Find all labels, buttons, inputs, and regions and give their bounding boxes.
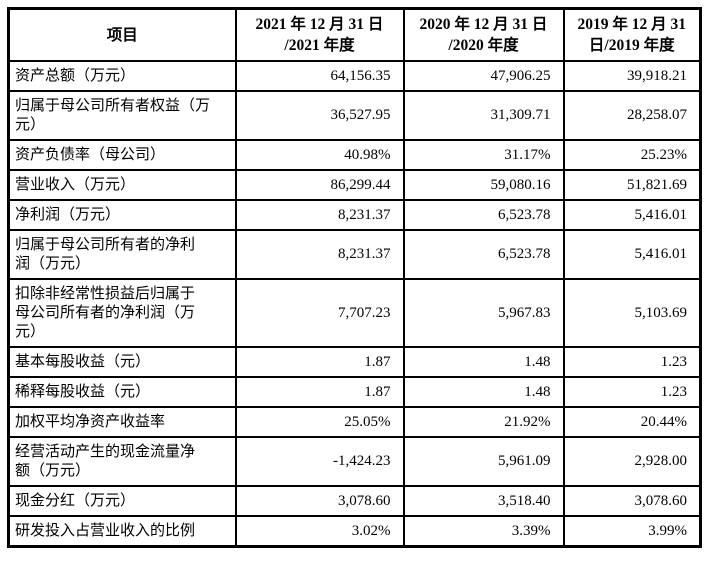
value-cell: 31,309.71 (402, 90, 565, 141)
value-cell: 8,231.37 (234, 199, 405, 231)
table-row-net-profit-ex-nonrecurring: 扣除非经常性损益后归属于 母公司所有者的净利润（万 元） 7,707.23 5,… (7, 278, 702, 348)
table-row-parent-net-profit: 归属于母公司所有者的净利 润（万元） 8,231.37 6,523.78 5,4… (7, 229, 702, 280)
value-cell: 5,967.83 (402, 278, 565, 348)
value-cell: 3.99% (562, 515, 702, 548)
value-cell: 31.17% (402, 139, 565, 171)
row-label: 资产总额（万元） (7, 60, 237, 92)
row-label: 加权平均净资产收益率 (7, 406, 237, 438)
value-cell: 8,231.37 (234, 229, 405, 280)
value-cell: 3,518.40 (402, 485, 565, 517)
row-label: 归属于母公司所有者权益（万 元） (7, 90, 237, 141)
value-cell: 28,258.07 (562, 90, 702, 141)
value-cell: 5,416.01 (562, 229, 702, 280)
row-label: 净利润（万元） (7, 199, 237, 231)
value-cell: 6,523.78 (402, 199, 565, 231)
value-cell: -1,424.23 (234, 436, 405, 487)
row-label: 营业收入（万元） (7, 169, 237, 201)
value-cell: 36,527.95 (234, 90, 405, 141)
value-cell: 1.23 (562, 346, 702, 378)
table-row-net-profit: 净利润（万元） 8,231.37 6,523.78 5,416.01 (7, 199, 702, 231)
value-cell: 1.87 (234, 376, 405, 408)
table-header-row: 项目 2021 年 12 月 31 日 /2021 年度 2020 年 12 月… (7, 7, 702, 62)
value-cell: 7,707.23 (234, 278, 405, 348)
value-cell: 59,080.16 (402, 169, 565, 201)
row-label: 现金分红（万元） (7, 485, 237, 517)
value-cell: 3,078.60 (234, 485, 405, 517)
row-label: 经营活动产生的现金流量净 额（万元） (7, 436, 237, 487)
table-row-diluted-eps: 稀释每股收益（元） 1.87 1.48 1.23 (7, 376, 702, 408)
value-cell: 3.02% (234, 515, 405, 548)
row-label: 稀释每股收益（元） (7, 376, 237, 408)
value-cell: 5,416.01 (562, 199, 702, 231)
value-cell: 1.87 (234, 346, 405, 378)
value-cell: 64,156.35 (234, 60, 405, 92)
table-row-basic-eps: 基本每股收益（元） 1.87 1.48 1.23 (7, 346, 702, 378)
value-cell: 3.39% (402, 515, 565, 548)
value-cell: 86,299.44 (234, 169, 405, 201)
table-row-cash-dividend: 现金分红（万元） 3,078.60 3,518.40 3,078.60 (7, 485, 702, 517)
value-cell: 51,821.69 (562, 169, 702, 201)
table-row-weighted-roe: 加权平均净资产收益率 25.05% 21.92% 20.44% (7, 406, 702, 438)
value-cell: 2,928.00 (562, 436, 702, 487)
row-label: 扣除非经常性损益后归属于 母公司所有者的净利润（万 元） (7, 278, 237, 348)
table-row-total-assets: 资产总额（万元） 64,156.35 47,906.25 39,918.21 (7, 60, 702, 92)
row-label: 归属于母公司所有者的净利 润（万元） (7, 229, 237, 280)
value-cell: 1.48 (402, 346, 565, 378)
value-cell: 3,078.60 (562, 485, 702, 517)
value-cell: 21.92% (402, 406, 565, 438)
column-header-item: 项目 (7, 7, 237, 62)
value-cell: 25.05% (234, 406, 405, 438)
table-row-operating-revenue: 营业收入（万元） 86,299.44 59,080.16 51,821.69 (7, 169, 702, 201)
column-header-2019: 2019 年 12 月 31 日/2019 年度 (562, 7, 702, 62)
value-cell: 25.23% (562, 139, 702, 171)
row-label: 基本每股收益（元） (7, 346, 237, 378)
value-cell: 5,103.69 (562, 278, 702, 348)
value-cell: 47,906.25 (402, 60, 565, 92)
value-cell: 6,523.78 (402, 229, 565, 280)
column-header-2021: 2021 年 12 月 31 日 /2021 年度 (234, 7, 405, 62)
column-header-2020: 2020 年 12 月 31 日 /2020 年度 (402, 7, 565, 62)
value-cell: 5,961.09 (402, 436, 565, 487)
value-cell: 39,918.21 (562, 60, 702, 92)
value-cell: 1.48 (402, 376, 565, 408)
table-row-rd-ratio: 研发投入占营业收入的比例 3.02% 3.39% 3.99% (7, 515, 702, 548)
table-row-debt-ratio: 资产负债率（母公司） 40.98% 31.17% 25.23% (7, 139, 702, 171)
row-label: 研发投入占营业收入的比例 (7, 515, 237, 548)
table-row-parent-equity: 归属于母公司所有者权益（万 元） 36,527.95 31,309.71 28,… (7, 90, 702, 141)
value-cell: 40.98% (234, 139, 405, 171)
value-cell: 20.44% (562, 406, 702, 438)
value-cell: 1.23 (562, 376, 702, 408)
financial-summary-table: 项目 2021 年 12 月 31 日 /2021 年度 2020 年 12 月… (7, 7, 702, 548)
row-label: 资产负债率（母公司） (7, 139, 237, 171)
table-row-operating-cash-flow: 经营活动产生的现金流量净 额（万元） -1,424.23 5,961.09 2,… (7, 436, 702, 487)
